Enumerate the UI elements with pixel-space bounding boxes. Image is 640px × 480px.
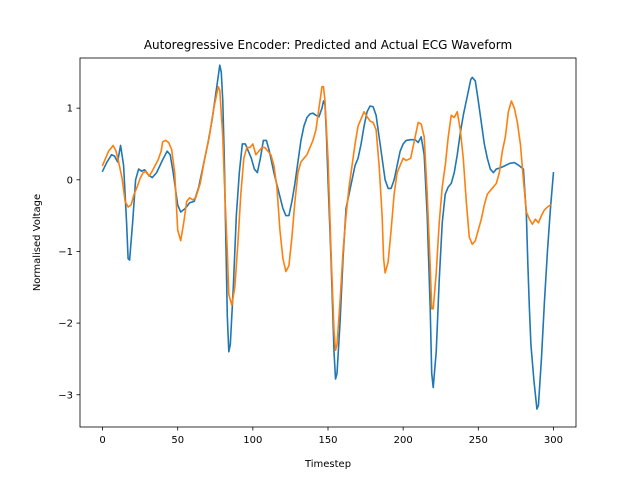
- x-axis: 0 50 100 150 200 250 300: [99, 427, 563, 446]
- x-tick-label: 200: [394, 435, 413, 446]
- y-axis: −3 −2 −1 0 1: [58, 104, 80, 401]
- plot-area: [101, 64, 555, 410]
- x-axis-title: Timestep: [304, 459, 351, 470]
- x-tick-label: 50: [171, 435, 184, 446]
- x-tick-label: 250: [469, 435, 488, 446]
- y-tick-label: 1: [67, 104, 73, 115]
- y-tick-label: −2: [58, 319, 73, 330]
- y-axis-title: Normalised Voltage: [32, 194, 43, 291]
- y-tick-label: −1: [58, 247, 73, 258]
- x-tick-label: 100: [243, 435, 262, 446]
- y-tick-label: −3: [58, 390, 73, 401]
- x-tick-label: 150: [318, 435, 337, 446]
- series-line-blue: [101, 64, 555, 410]
- series-line-orange: [101, 85, 552, 352]
- x-tick-label: 0: [99, 435, 105, 446]
- plot-frame: [79, 57, 577, 428]
- chart-title: Autoregressive Encoder: Predicted and Ac…: [144, 38, 512, 52]
- y-tick-label: 0: [67, 175, 73, 186]
- x-tick-label: 300: [544, 435, 563, 446]
